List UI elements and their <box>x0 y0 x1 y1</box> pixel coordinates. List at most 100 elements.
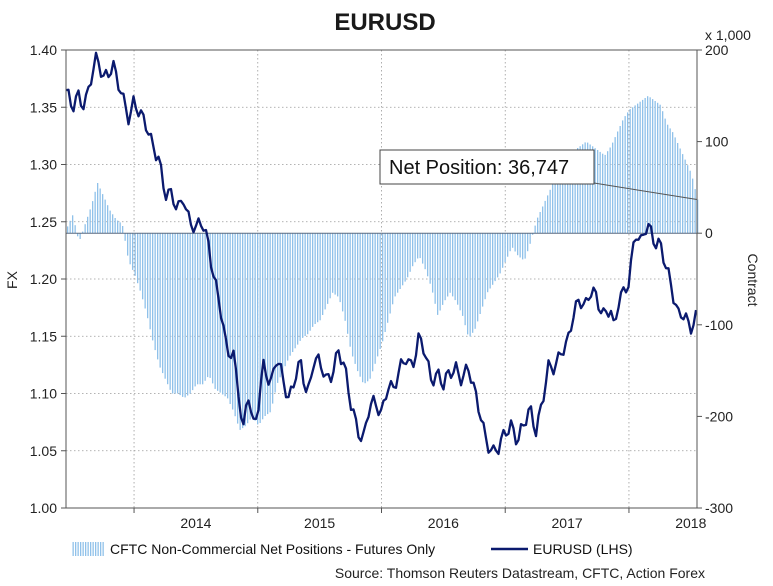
net-position-bar <box>99 188 101 234</box>
net-position-bar <box>502 233 504 268</box>
net-position-bar <box>429 233 431 284</box>
net-position-bar <box>382 233 384 342</box>
x-tick-label: 2015 <box>304 515 335 531</box>
grid-lines <box>66 49 697 509</box>
net-position-bar <box>324 233 326 310</box>
left-tick-label: 1.05 <box>30 443 57 459</box>
net-position-bar <box>117 220 119 234</box>
net-position-bar <box>212 233 214 384</box>
net-position-bar <box>654 101 656 234</box>
net-position-bar <box>612 142 614 234</box>
net-position-bar <box>209 233 211 378</box>
net-position-bar <box>87 216 89 234</box>
net-position-bar <box>304 233 306 336</box>
left-tick-label: 1.35 <box>30 99 57 115</box>
net-position-bar <box>657 102 659 234</box>
net-position-bar <box>472 233 474 333</box>
net-position-bar <box>617 131 619 234</box>
net-position-bar <box>517 233 519 256</box>
net-position-bar <box>374 233 376 364</box>
net-position-bar <box>144 233 146 309</box>
net-position-bar <box>139 233 141 291</box>
net-position-bar <box>184 233 186 398</box>
net-position-bar <box>682 154 684 234</box>
net-position-bar <box>254 233 256 421</box>
x-tick-label: 2018 <box>675 515 706 531</box>
callout-text: Net Position: 36,747 <box>389 157 569 179</box>
net-position-bar <box>417 233 419 259</box>
net-position-bar <box>287 233 289 361</box>
net-position-bar <box>479 233 481 314</box>
net-position-bar <box>109 210 111 234</box>
net-position-bar <box>544 200 546 234</box>
net-position-bar <box>444 233 446 301</box>
net-position-bar <box>397 233 399 293</box>
net-position-bar <box>267 233 269 415</box>
net-position-bar <box>89 209 91 234</box>
net-position-bar <box>572 151 574 234</box>
net-position-bar <box>289 233 291 356</box>
net-position-bar <box>579 146 581 234</box>
net-position-bar <box>294 233 296 349</box>
net-position-bar <box>82 231 84 234</box>
net-position-bar <box>604 154 606 234</box>
net-position-bar <box>562 162 564 234</box>
net-position-bar <box>427 233 429 277</box>
net-position-bar <box>434 233 436 304</box>
net-position-bar <box>272 233 274 404</box>
net-position-bar <box>94 191 96 234</box>
net-position-bar <box>669 128 671 234</box>
net-position-bar <box>592 146 594 234</box>
net-position-bar <box>312 233 314 327</box>
left-tick-label: 1.10 <box>30 386 57 402</box>
net-position-bar <box>449 233 451 293</box>
net-position-bar <box>412 233 414 267</box>
x-axis: 2014 2015 2016 2017 2018 <box>133 508 707 531</box>
net-position-bar <box>532 233 534 235</box>
net-position-bar <box>237 233 239 424</box>
net-position-bar <box>652 99 654 234</box>
x-tick-label: 2017 <box>552 515 583 531</box>
net-position-bar <box>542 206 544 234</box>
net-position-bar <box>302 233 304 338</box>
callout-leader-line <box>593 182 698 201</box>
net-position-bar <box>547 195 549 234</box>
net-position-bar <box>369 233 371 379</box>
net-position-bar <box>169 233 171 390</box>
source-note: Source: Thomson Reuters Datastream, CFTC… <box>335 565 705 581</box>
net-position-bar <box>662 111 664 234</box>
net-position-bar <box>387 233 389 323</box>
net-position-bar <box>447 233 449 297</box>
net-position-bar <box>177 233 179 394</box>
net-position-bar <box>679 148 681 234</box>
net-position-bar <box>619 126 621 234</box>
net-position-bar <box>189 233 191 394</box>
net-position-bar <box>314 233 316 324</box>
net-position-bar <box>694 189 696 234</box>
net-position-bar <box>622 120 624 234</box>
net-position-bar <box>262 233 264 420</box>
net-position-bar <box>92 201 94 234</box>
net-position-bar <box>584 142 586 234</box>
net-position-bar <box>164 233 166 379</box>
net-position-bar <box>179 233 181 396</box>
net-position-bar <box>207 233 209 378</box>
net-position-bar <box>299 233 301 341</box>
net-position-bar <box>639 101 641 234</box>
net-position-bar <box>72 215 74 234</box>
net-position-bar <box>202 233 204 385</box>
net-position-bar <box>529 233 531 244</box>
left-tick-label: 1.30 <box>30 157 57 173</box>
net-position-bar <box>97 183 99 234</box>
net-position-bar <box>664 118 666 234</box>
net-position-bar <box>534 225 536 234</box>
net-position-bar <box>274 233 276 393</box>
left-axis: 1.00 1.05 1.10 1.15 1.20 1.25 1.30 1.35 1.40 <box>30 42 66 516</box>
net-position-bar <box>577 148 579 234</box>
net-position-bar <box>309 233 311 331</box>
net-position-bar <box>587 142 589 234</box>
right-tick-label: -200 <box>705 408 733 424</box>
net-position-bar <box>494 233 496 282</box>
net-position-bar <box>634 105 636 234</box>
